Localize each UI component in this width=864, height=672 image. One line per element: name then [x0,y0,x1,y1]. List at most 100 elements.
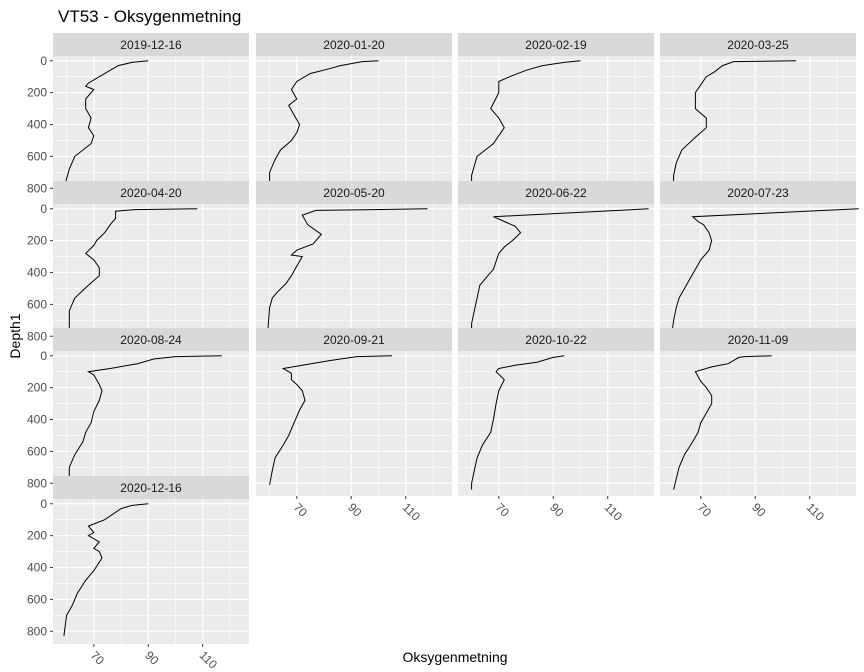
facet-panel: 2020-10-22 70 90 110 [458,328,654,524]
y-tick-label: 0 [40,54,47,68]
facet-strip-label: 2019-12-16 [120,38,182,52]
panel-background [53,499,249,644]
x-axis-title: Oksygenmetning [402,649,507,665]
x-tick-label: 110 [602,500,626,524]
facet-strip-label: 2020-02-19 [525,38,587,52]
facet-strip-label: 2020-08-24 [120,333,182,347]
facet-strip [660,328,856,351]
series-line [269,355,393,485]
facet-panel: 2020-01-20 [256,33,452,201]
y-tick-label: 800 [27,476,47,490]
facet-panel: 2020-06-22 [458,181,654,349]
y-tick-label: 200 [27,381,47,395]
y-tick-label: 800 [27,329,47,343]
facet-strip [256,328,452,351]
x-tick-label: 70 [493,500,513,520]
x-tick-label: 110 [400,500,424,524]
y-tick-label: 600 [27,592,47,606]
y-tick-label: 0 [40,202,47,216]
facet-strip-label: 2020-06-22 [525,186,587,200]
facet-strip [256,33,452,56]
series-line [63,503,149,637]
series-line [266,208,428,343]
y-tick-label: 800 [27,624,47,638]
series-line [68,355,222,484]
y-tick-label: 600 [27,297,47,311]
facet-panel: 2020-11-09 70 90 110 [660,328,856,524]
y-tick-label: 0 [40,497,47,511]
y-tick-label: 200 [27,529,47,543]
panel-background [53,351,249,496]
x-tick-label: 110 [197,648,221,672]
x-tick-label: 90 [547,500,567,520]
facet-panel: 2020-12-16 0 200 400 600 800 70 90 110 [27,476,249,672]
y-axis-title: Depth1 [7,313,23,358]
x-tick-label: 70 [695,500,715,520]
series-line [471,208,649,343]
y-tick-label: 400 [27,413,47,427]
facet-panel: 2020-05-20 [256,181,452,349]
facet-panel: 2020-07-23 [660,181,859,349]
y-tick-label: 200 [27,234,47,248]
facet-strip [458,181,654,204]
panel-background [256,56,452,201]
facet-strip [660,33,856,56]
x-tick-label: 90 [345,500,365,520]
y-tick-label: 0 [40,349,47,363]
series-line [269,60,379,192]
panel-background [660,351,856,496]
facet-strip [53,476,249,499]
facet-strip-label: 2020-03-25 [727,38,789,52]
facet-strip [256,181,452,204]
x-tick-label: 70 [88,648,108,668]
series-line [471,60,581,190]
facet-panel: 2020-09-21 70 90 110 [256,328,452,524]
facet-strip-label: 2020-04-20 [120,186,182,200]
series-line [471,355,565,490]
facet-strip [458,33,654,56]
x-tick-label: 90 [749,500,769,520]
chart-title: VT53 - Oksygenmetning [58,7,241,26]
facet-panel: 2020-08-24 0 200 400 600 800 [27,328,249,496]
series-line [68,208,198,341]
y-tick-label: 400 [27,266,47,280]
facet-strip-label: 2020-05-20 [323,186,385,200]
facet-strip-label: 2020-12-16 [120,481,182,495]
y-tick-label: 200 [27,86,47,100]
facet-strip [53,33,249,56]
series-line [673,60,797,192]
facet-strip-label: 2020-01-20 [323,38,385,52]
facet-strip [458,328,654,351]
panel-background [458,351,654,496]
facet-strip [660,181,856,204]
panel-background [458,204,654,349]
panel-background [53,56,249,201]
y-tick-label: 600 [27,149,47,163]
y-tick-label: 600 [27,444,47,458]
series-line [63,60,149,189]
y-tick-label: 400 [27,561,47,575]
series-line [670,208,859,343]
facet-panel: 2020-03-25 [660,33,856,201]
panel-background [660,56,856,201]
y-tick-label: 400 [27,118,47,132]
facet-strip-label: 2020-07-23 [727,186,789,200]
series-line [673,355,772,490]
facet-panel: 2019-12-16 0 200 400 600 800 [27,33,249,201]
y-tick-label: 800 [27,181,47,195]
facet-panel: 2020-04-20 0 200 400 600 800 [27,181,249,349]
panel-background [256,204,452,349]
x-tick-label: 110 [804,500,828,524]
facet-strip [53,181,249,204]
facet-panel: 2020-02-19 [458,33,654,201]
facet-strip-label: 2020-09-21 [323,333,385,347]
panel-background [256,351,452,496]
panel-background [53,204,249,349]
x-tick-label: 90 [142,648,162,668]
x-tick-label: 70 [291,500,311,520]
panel-background [458,56,654,201]
panel-background [660,204,856,349]
facet-strip [53,328,249,351]
facet-strip-label: 2020-10-22 [525,333,587,347]
